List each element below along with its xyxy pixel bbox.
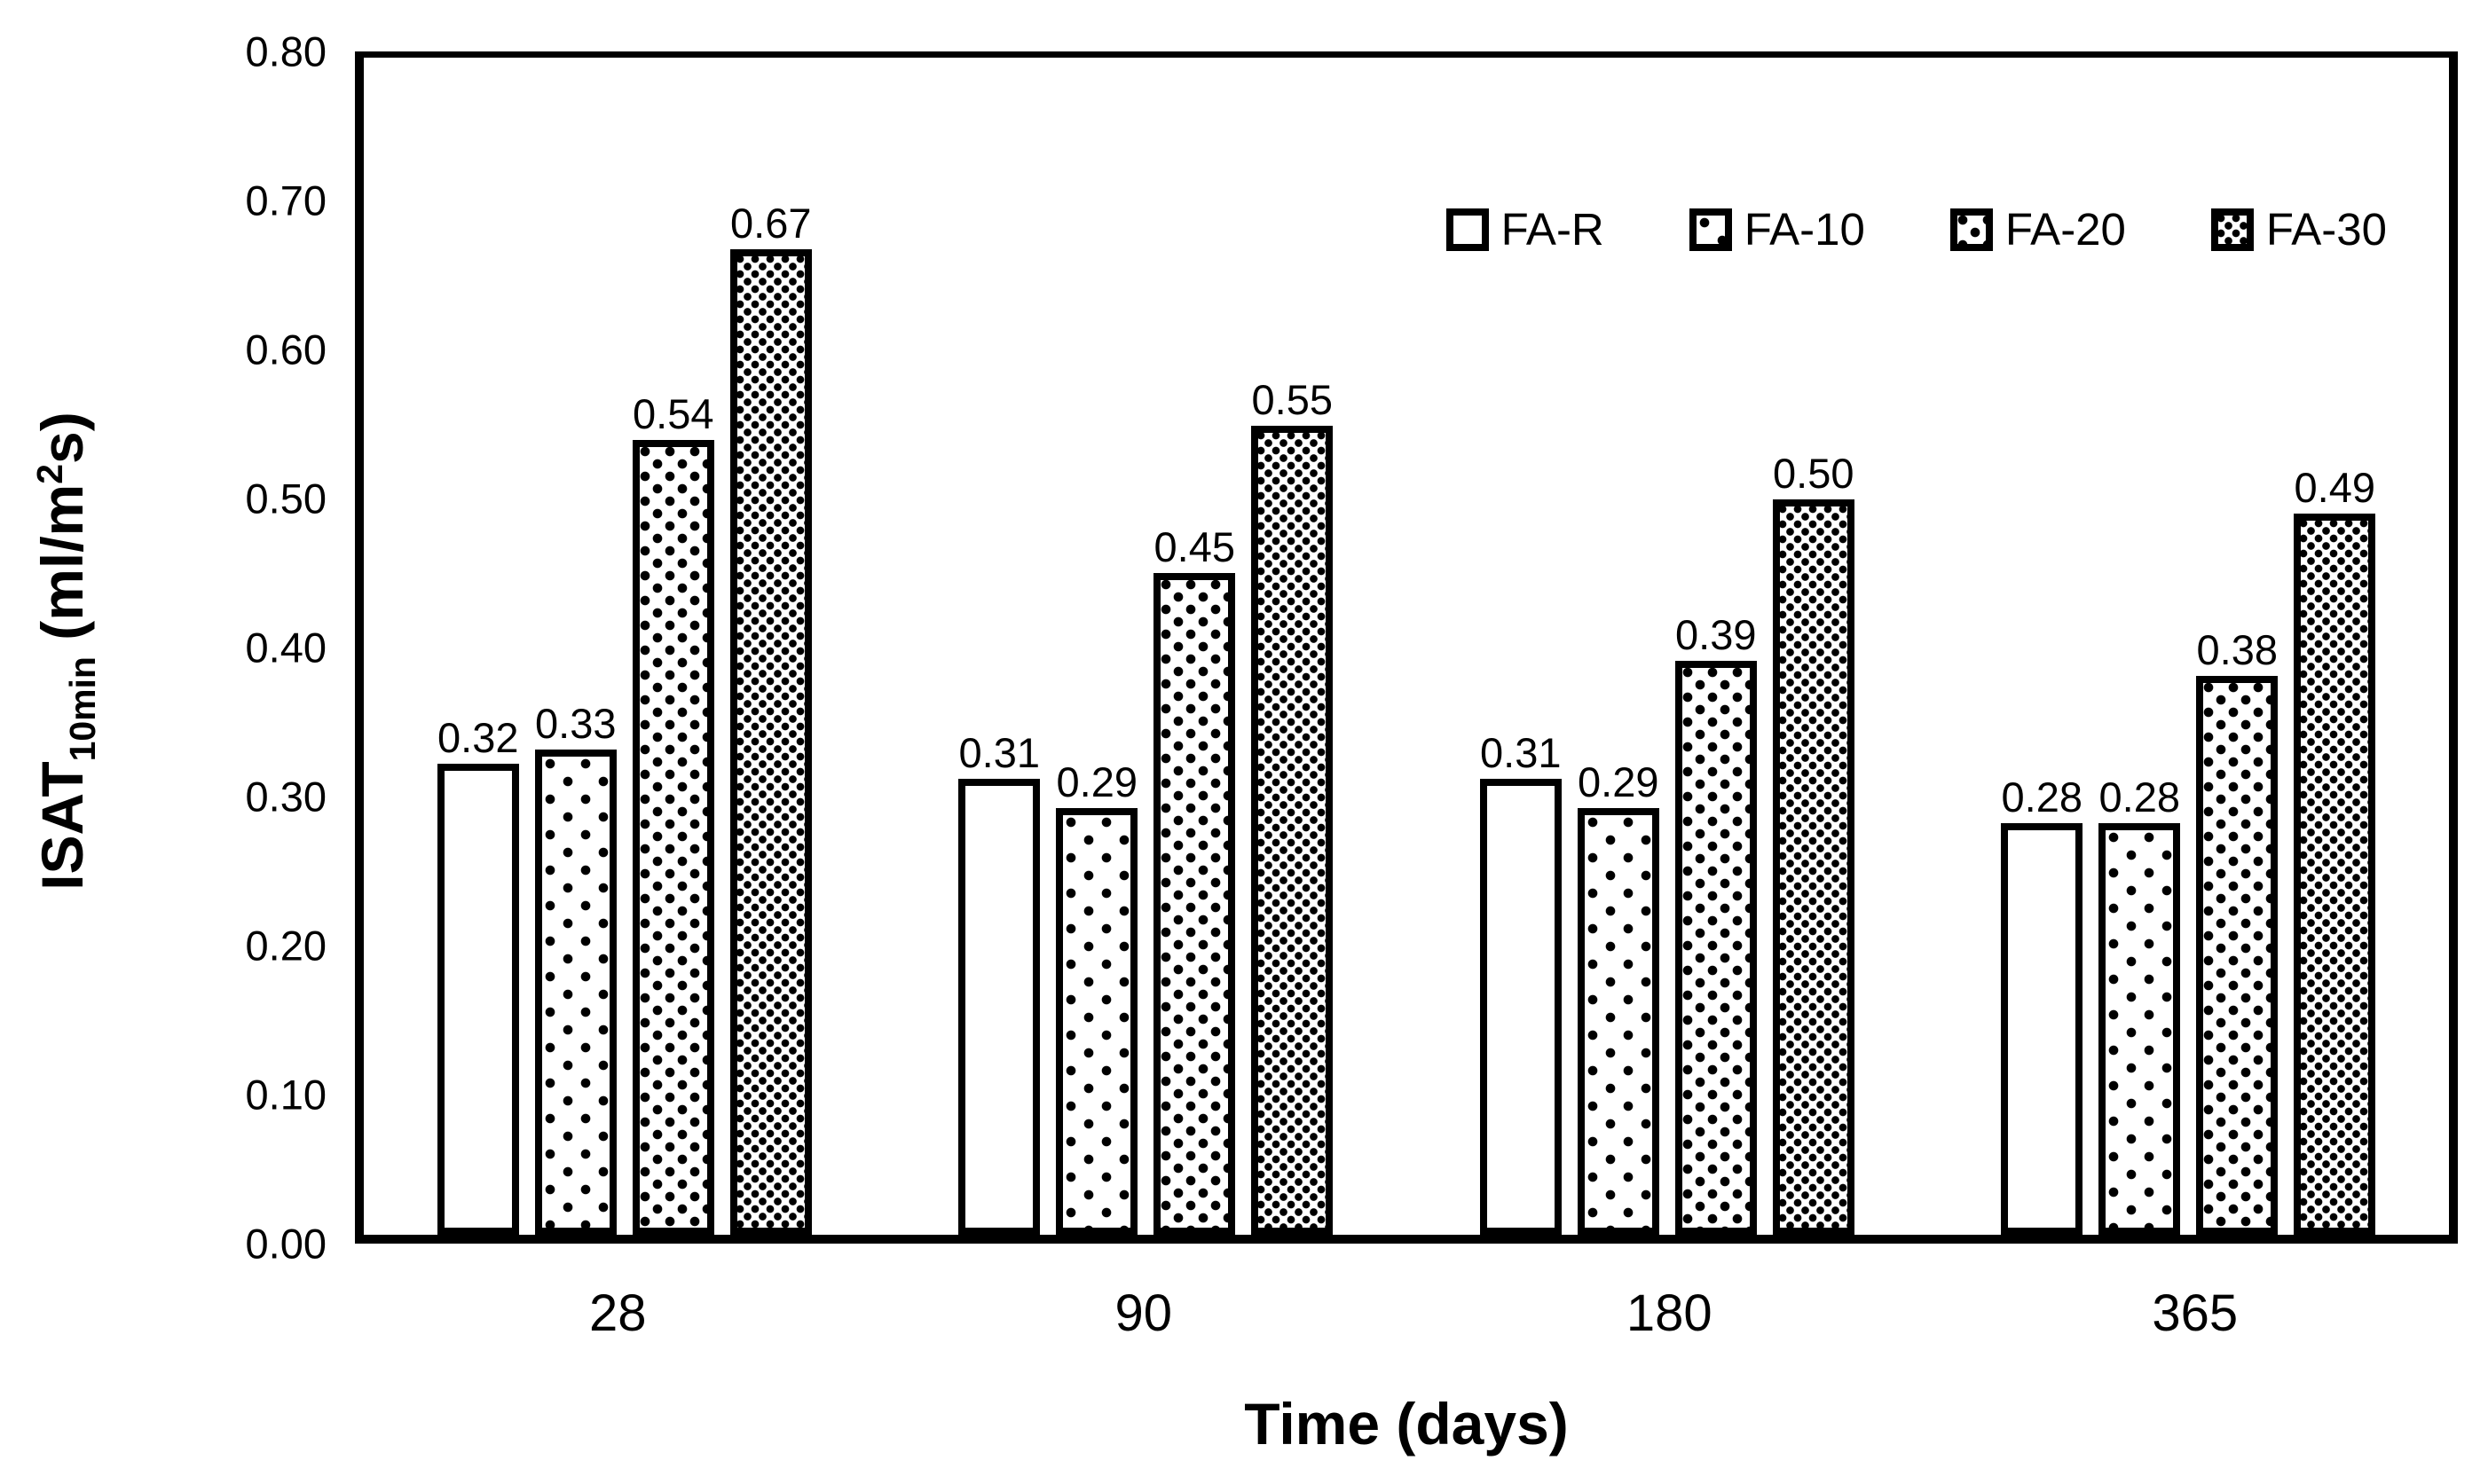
y-tick-label: 0.50 — [245, 475, 327, 522]
dots-medium-swatch-icon — [1949, 208, 1993, 251]
y-tick-label: 0.30 — [245, 773, 327, 821]
y-tick-label: 0.00 — [245, 1220, 327, 1268]
y-tick-label: 0.20 — [245, 922, 327, 970]
legend-item-FA-10: FA-10 — [1689, 207, 1865, 252]
x-category-label: 180 — [1626, 1284, 1712, 1342]
bar-value-label: 0.67 — [730, 199, 812, 247]
y-tick-label: 0.80 — [245, 27, 327, 75]
bar-value-label: 0.31 — [1480, 728, 1562, 776]
plain-swatch-icon — [1445, 208, 1489, 251]
bar-FA-R-28: 0.32 — [437, 717, 519, 1235]
bar-value-label: 0.28 — [2001, 773, 2083, 821]
bar-value-label: 0.28 — [2098, 773, 2180, 821]
bar-value-label: 0.55 — [1251, 375, 1333, 423]
bar-FA-R-180: 0.31 — [1479, 732, 1562, 1235]
bar-value-label: 0.29 — [1056, 758, 1138, 805]
bar-FA-20-180: 0.39 — [1674, 614, 1757, 1235]
legend-item-label: FA-10 — [1744, 204, 1865, 255]
x-category-label: 28 — [588, 1284, 647, 1342]
y-tick-label: 0.10 — [245, 1071, 327, 1119]
bar-value-label: 0.50 — [1773, 449, 1854, 497]
legend-item-FA-30: FA-30 — [2210, 204, 2387, 255]
x-category-label: 90 — [1114, 1284, 1172, 1342]
bar-FA-10-90: 0.29 — [1056, 761, 1138, 1235]
bar-group-365: 0.28 0.28 0.38 0.49 — [1928, 58, 2450, 1235]
bar-value-label: 0.45 — [1153, 522, 1235, 570]
bar-value-label: 0.31 — [958, 728, 1040, 776]
dots-sparse-swatch-icon — [1689, 208, 1732, 251]
bar-value-label: 0.39 — [1675, 611, 1757, 659]
bar-FA-10-28: 0.33 — [534, 703, 617, 1235]
plot-inner: 0.32 0.33 0.54 0.67 0.31 0.29 0.45 0.55 0.31 0.29… — [364, 58, 2449, 1235]
legend-item-label: FA-30 — [2265, 204, 2387, 255]
bar-FA-30-180: 0.50 — [1772, 452, 1854, 1235]
plot-area: 0.32 0.33 0.54 0.67 0.31 0.29 0.45 0.55 0.31 0.29… — [355, 51, 2458, 1244]
legend-item-label: FA-R — [1500, 204, 1604, 255]
bar-FA-20-90: 0.45 — [1153, 526, 1236, 1235]
bar-FA-R-90: 0.31 — [958, 732, 1041, 1235]
bar-FA-30-90: 0.55 — [1251, 379, 1334, 1235]
bar-group-180: 0.31 0.29 0.39 0.50 — [1406, 58, 1928, 1235]
legend-item-FA-20: FA-20 — [1949, 204, 2126, 255]
bar-value-label: 0.49 — [2294, 464, 2375, 512]
bar-group-90: 0.31 0.29 0.45 0.55 — [886, 58, 1407, 1235]
y-tick-label: 0.60 — [245, 326, 327, 373]
legend-item-FA-R: FA-R — [1445, 204, 1604, 255]
y-tick-label: 0.70 — [245, 177, 327, 224]
bar-value-label: 0.54 — [633, 390, 714, 438]
bar-FA-R-365: 0.28 — [2001, 776, 2083, 1235]
bar-value-label: 0.29 — [1578, 758, 1659, 805]
x-category-label: 365 — [2152, 1284, 2239, 1342]
y-axis-ticks: 0.00 0.10 0.20 0.30 0.40 0.50 0.60 0.70 0.80 — [0, 31, 327, 1265]
y-tick-label: 0.40 — [245, 624, 327, 671]
bar-FA-30-28: 0.67 — [729, 202, 812, 1235]
bar-FA-30-365: 0.49 — [2294, 467, 2376, 1235]
bar-group-28: 0.32 0.33 0.54 0.67 — [364, 58, 886, 1235]
dots-dense-swatch-icon — [2210, 208, 2254, 251]
legend-item-label: FA-20 — [2004, 204, 2126, 255]
x-axis-ticks: 28 90 180 365 — [355, 1288, 2458, 1350]
bar-FA-10-365: 0.28 — [2098, 776, 2181, 1235]
legend: FA-R FA-10 FA-20 FA-30 — [1445, 204, 2387, 255]
bar-FA-10-180: 0.29 — [1577, 761, 1659, 1235]
bar-value-label: 0.38 — [2196, 625, 2278, 673]
bar-FA-20-28: 0.54 — [632, 393, 714, 1235]
bar-value-label: 0.32 — [437, 714, 519, 762]
bar-FA-20-365: 0.38 — [2196, 629, 2279, 1235]
bar-value-label: 0.33 — [535, 699, 617, 747]
x-axis-title: Time (days) — [1244, 1391, 1569, 1457]
